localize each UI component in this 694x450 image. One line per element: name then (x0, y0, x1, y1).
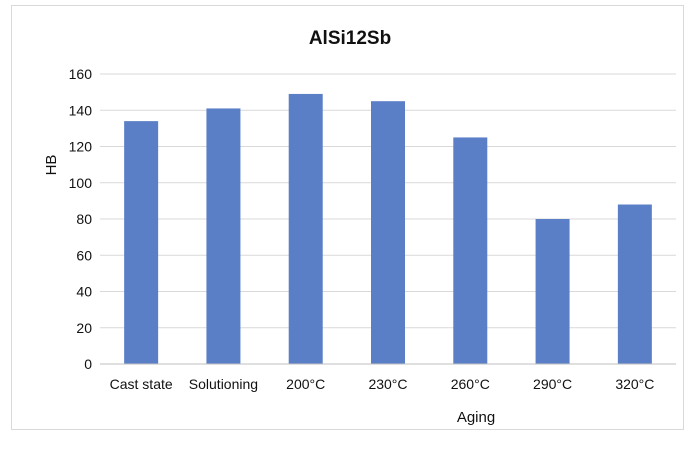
x-tick-label: 290°C (533, 376, 572, 392)
bars (124, 93, 652, 364)
bar-320-c (617, 204, 652, 364)
x-tick-label: Solutioning (189, 376, 258, 392)
y-tick-label: 60 (76, 247, 92, 263)
x-axis-title: Aging (457, 409, 495, 426)
y-tick-labels: 0 20 40 60 80 100 120 140 160 (69, 66, 93, 372)
x-tick-label: Cast state (110, 376, 173, 392)
bar-230-c (371, 101, 405, 364)
chart-title: AlSi12Sb (309, 28, 391, 49)
bar-cast-state (124, 121, 159, 364)
y-tick-label: 20 (76, 320, 92, 336)
bar-200-c (288, 93, 323, 364)
y-tick-label: 160 (69, 66, 93, 82)
bar-solutioning (206, 108, 241, 364)
x-tick-label: 320°C (615, 376, 654, 392)
x-tick-label: 200°C (286, 376, 325, 392)
bar-260-c (453, 137, 488, 364)
x-tick-labels: Cast state Solutioning 200°C 230°C 260°C 290°… (110, 376, 655, 392)
y-tick-label: 140 (69, 102, 93, 118)
y-axis-title: HB (43, 155, 60, 176)
bar-290-c (535, 219, 570, 364)
y-tick-label: 80 (76, 211, 92, 227)
y-tick-label: 100 (69, 175, 93, 191)
y-tick-label: 0 (84, 356, 92, 372)
y-tick-label: 120 (69, 139, 93, 155)
chart-frame (11, 5, 684, 430)
x-tick-label: 230°C (368, 376, 407, 392)
y-tick-label: 40 (76, 284, 92, 300)
x-tick-label: 260°C (451, 376, 490, 392)
